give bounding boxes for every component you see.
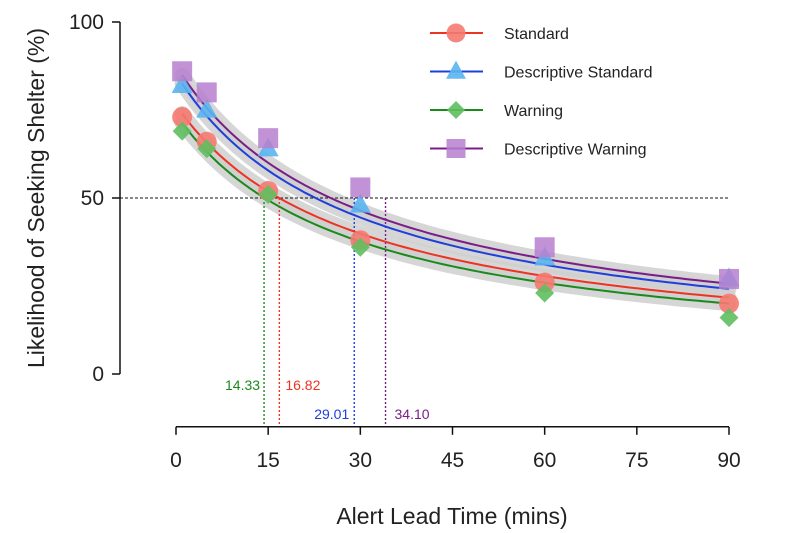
data-point-s1-6 [719,293,739,314]
data-point-s2-1 [171,73,193,93]
data-point-s4-2 [196,82,217,103]
data-point-s1-1 [172,107,193,128]
data-point-s3-5 [535,283,555,303]
threshold-label-4: 34.10 [395,406,430,422]
data-point-s4-6 [719,268,739,289]
legend-label-3: Warning [504,103,563,120]
fit-line-3 [181,122,730,305]
x-tick-label-30: 30 [349,449,372,472]
data-point-s4-5 [534,237,555,258]
x-tick-label-90: 90 [717,449,740,472]
data-point-s3-3 [258,184,278,204]
threshold-label-1: 16.82 [285,377,320,393]
y-tick-label-50: 50 [81,187,104,210]
x-tick-label-15: 15 [256,449,279,472]
legend-marker-3 [446,100,466,120]
x-tick-label-60: 60 [533,449,556,472]
data-point-s2-2 [196,98,218,118]
legend-marker-2 [446,60,466,79]
legend-marker-1 [446,23,466,43]
data-point-s3-4 [350,237,370,257]
threshold-label-3: 14.33 [225,377,260,393]
y-tick-label-100: 100 [69,11,104,34]
legend-label-1: Standard [504,26,569,43]
data-point-s4-1 [172,61,193,82]
data-point-s3-1 [172,121,192,141]
legend-label-2: Descriptive Standard [504,65,653,82]
x-tick-label-45: 45 [441,449,464,472]
legend-marker-4 [446,139,466,158]
x-tick-label-0: 0 [170,449,182,472]
data-point-s4-4 [350,177,371,198]
fit-line-2 [181,83,730,290]
x-axis-title: Alert Lead Time (mins) [336,503,567,529]
data-point-s3-2 [197,139,217,159]
data-point-s2-4 [349,193,371,213]
data-point-s4-3 [258,128,279,149]
data-point-s1-5 [534,272,555,293]
legend: Standard Descriptive Standard Warning Descr… [430,23,653,159]
data-point-s3-6 [719,308,739,328]
y-tick-label-0: 0 [92,363,104,386]
legend-label-4: Descriptive Warning [504,142,647,159]
x-tick-label-75: 75 [625,449,648,472]
threshold-layer: 16.82 29.01 14.33 34.10 [225,198,430,427]
marker-layer [171,61,740,328]
threshold-label-2: 29.01 [314,406,349,422]
fit-line-4 [181,74,730,285]
y-axis-title: Likelihood of Seeking Shelter (%) [23,28,49,368]
axes-layer: 0 50 100 0 15 30 45 60 75 90 [69,11,741,472]
